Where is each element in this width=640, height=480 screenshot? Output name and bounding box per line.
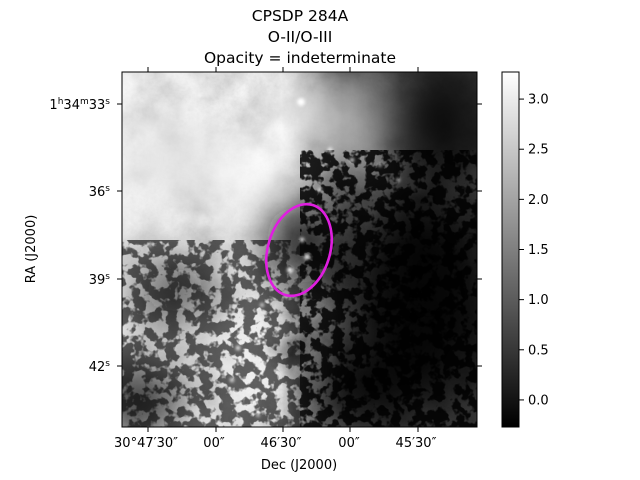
y-tick-label: 39s xyxy=(89,272,111,288)
colorbar-tick-label: 3.0 xyxy=(528,93,549,108)
x-tick-label: 30°47′30″ xyxy=(114,436,178,451)
opacity-label: Opacity = indeterminate xyxy=(203,49,397,67)
y-tick-label: 1h34m33s xyxy=(49,97,110,113)
x-tick-label: 45′30″ xyxy=(396,436,437,451)
x-tick-label: 46′30″ xyxy=(261,436,302,451)
colorbar-tick-label: 2.0 xyxy=(528,193,549,208)
x-tick-label: 00″ xyxy=(203,436,225,451)
x-axis-ticks xyxy=(147,67,419,432)
y-tick-label: 36s xyxy=(89,184,111,200)
x-axis-label: Dec (J2000) xyxy=(261,458,337,473)
colorbar-tick-label: 0.0 xyxy=(528,393,549,408)
plot-title: CPSDP 284A xyxy=(251,7,349,25)
colorbar-tick-label: 0.5 xyxy=(528,343,549,358)
y-axis-ticks xyxy=(117,103,482,367)
nebula-image xyxy=(122,72,477,427)
colorbar: 0.0 0.5 1.0 1.5 2.0 2.5 3.0 xyxy=(501,71,549,428)
y-axis-label: RA (J2000) xyxy=(24,215,39,284)
y-tick-label: 42s xyxy=(89,359,111,375)
colorbar-tick-label: 1.5 xyxy=(528,243,549,258)
x-tick-label: 00″ xyxy=(338,436,360,451)
colorbar-gradient xyxy=(502,72,519,427)
colorbar-tick-label: 2.5 xyxy=(528,143,549,158)
plot-subtitle: O-II/O-III xyxy=(267,28,333,46)
aperture-ellipse xyxy=(265,202,333,298)
colorbar-tick-label: 1.0 xyxy=(528,293,549,308)
plot-frame xyxy=(121,71,478,428)
